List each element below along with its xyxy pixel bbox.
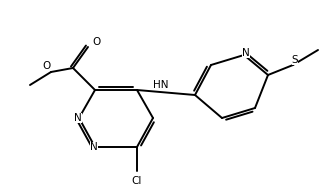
Text: N: N <box>242 48 250 58</box>
Text: HN: HN <box>153 79 169 90</box>
Text: S: S <box>292 55 298 65</box>
Text: N: N <box>74 113 82 123</box>
Text: O: O <box>92 37 100 47</box>
Text: N: N <box>90 142 98 152</box>
Text: Cl: Cl <box>132 176 142 186</box>
Text: O: O <box>42 61 50 71</box>
